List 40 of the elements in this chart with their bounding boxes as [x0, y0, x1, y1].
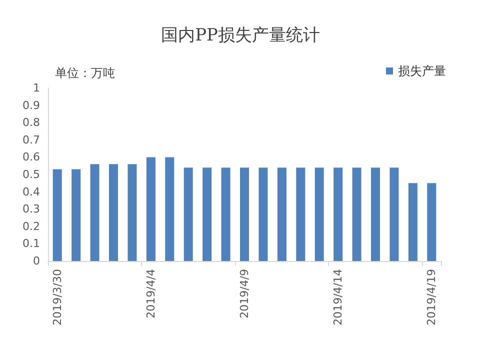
y-tick-label: 0.3 [22, 202, 40, 216]
legend-label: 损失产量 [398, 64, 446, 78]
bar [277, 168, 286, 261]
y-tick-label: 0 [33, 254, 40, 268]
y-tick-label: 0.7 [22, 133, 40, 146]
bar [408, 183, 418, 261]
bar [334, 168, 343, 261]
y-tick-label: 1 [33, 82, 40, 94]
bar [90, 164, 100, 261]
bar [184, 168, 193, 261]
x-tick-label: 2019/4/14 [332, 269, 345, 326]
bar [427, 183, 436, 261]
bar [258, 168, 268, 261]
bar [314, 168, 324, 261]
bar [371, 168, 380, 261]
bar [202, 168, 212, 261]
bar [240, 168, 249, 261]
bar [109, 164, 118, 261]
bar [390, 168, 399, 261]
bar [352, 168, 362, 261]
bar [165, 157, 174, 261]
y-tick-label: 0.2 [22, 220, 40, 233]
bar [72, 169, 81, 261]
x-tick-label: 2019/4/4 [144, 269, 158, 318]
bar [52, 169, 62, 261]
y-tick-label: 0.4 [22, 185, 40, 198]
chart-title: 国内PP损失产量统计 [161, 26, 320, 46]
x-tick-label: 2019/4/9 [238, 269, 251, 318]
y-tick-label: 0.5 [22, 168, 40, 181]
x-tick-label: 2019/3/30 [50, 269, 64, 326]
text: 单位：万吨 [55, 66, 115, 80]
x-tick-label: 2019/4/19 [425, 269, 438, 326]
y-tick-label: 0.1 [22, 237, 40, 250]
bar [128, 164, 137, 261]
y-tick-label: 0.8 [22, 116, 40, 130]
bar [146, 157, 156, 261]
y-tick-label: 0.9 [22, 98, 40, 112]
y-tick-label: 0.6 [22, 150, 40, 164]
bar [221, 168, 230, 261]
bar [296, 168, 306, 261]
